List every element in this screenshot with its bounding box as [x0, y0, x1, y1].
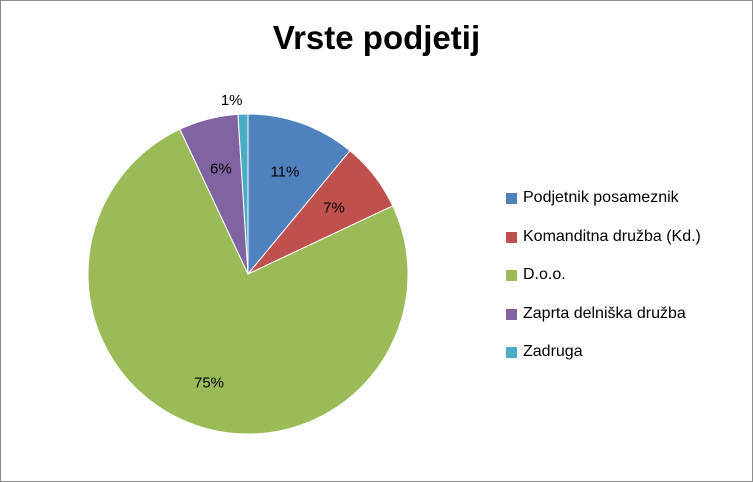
slice-label-d-o-o: 75% — [194, 374, 224, 391]
chart-title: Vrste podjetij — [272, 19, 481, 56]
legend-swatch — [506, 308, 517, 320]
slice-label-podjetnik-posameznik: 11% — [270, 164, 299, 181]
legend-label: Zaprta delniška družba — [523, 304, 686, 322]
legend-item-d-o-o: D.o.o. — [506, 266, 701, 305]
slice-label-komanditna-druzba-kd: 7% — [323, 199, 345, 216]
legend-label: Podjetnik posameznik — [523, 189, 679, 206]
slice-label-zaprta-delniska-druzba: 6% — [210, 161, 232, 178]
legend-swatch — [506, 193, 517, 204]
chart-legend: Podjetnik posameznik Komanditna družba (K… — [506, 189, 701, 382]
legend-swatch — [506, 270, 517, 281]
pie-slice-labels: 11% 7% 75% 6% 1% — [194, 92, 345, 391]
legend-label: D.o.o. — [523, 266, 566, 283]
pie-slice-podjetnik-posameznik — [247, 113, 351, 276]
legend-item-zadruga: Zadruga — [506, 343, 701, 382]
pie-slice-zadruga — [237, 113, 249, 275]
legend-label: Komanditna družba (Kd.) — [523, 227, 701, 245]
slice-label-zadruga: 1% — [221, 92, 243, 109]
legend-item-zaprta-delniska-druzba: Zaprta delniška družba — [506, 305, 701, 344]
legend-swatch — [506, 231, 517, 243]
pie-slice-d-o-o — [87, 128, 409, 435]
legend-label: Zadruga — [523, 343, 583, 360]
legend-item-podjetnik-posameznik: Podjetnik posameznik — [506, 189, 701, 228]
legend-swatch — [506, 347, 517, 358]
pie-slices — [87, 113, 409, 435]
legend-item-komanditna-druzba-kd: Komanditna družba (Kd.) — [506, 228, 701, 267]
